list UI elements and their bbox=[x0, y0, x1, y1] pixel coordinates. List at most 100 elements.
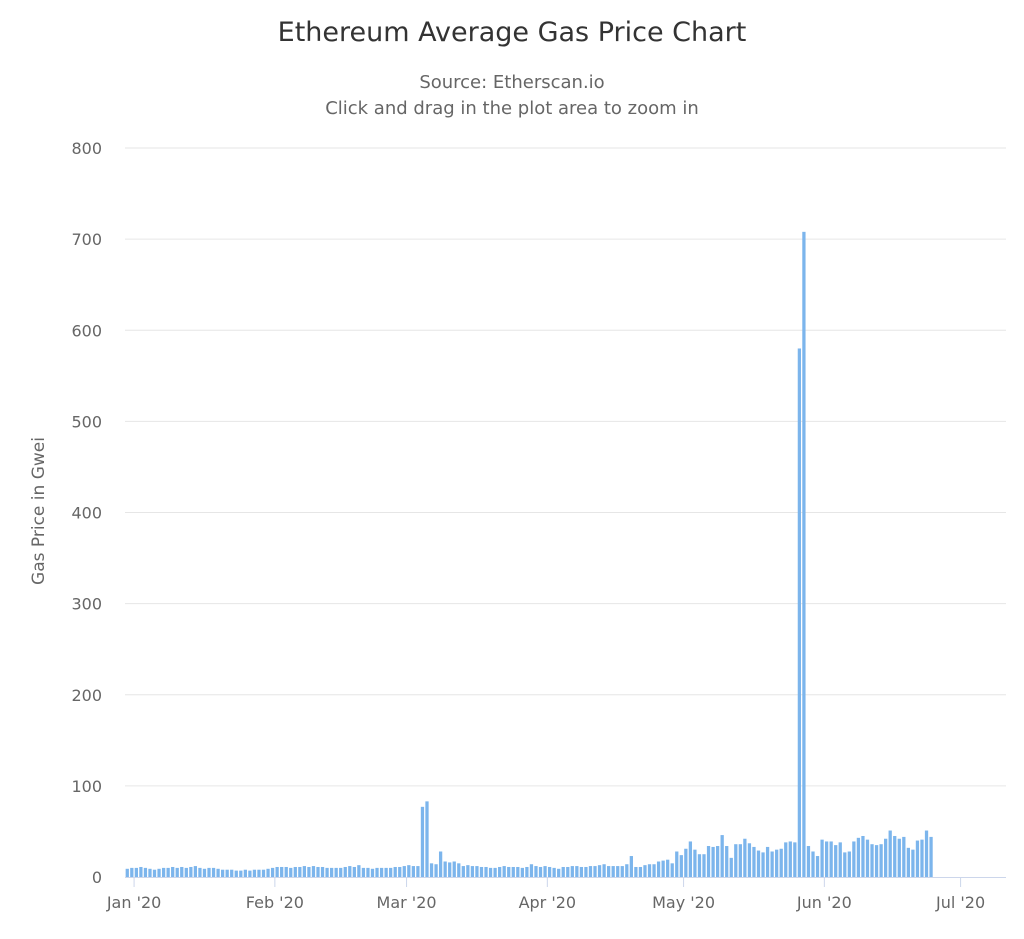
bar[interactable] bbox=[134, 867, 138, 877]
bar[interactable] bbox=[498, 866, 502, 877]
bar[interactable] bbox=[811, 851, 815, 877]
bar[interactable] bbox=[293, 866, 297, 877]
bar[interactable] bbox=[384, 867, 388, 877]
bar[interactable] bbox=[588, 866, 593, 877]
bar[interactable] bbox=[661, 860, 665, 877]
bar[interactable] bbox=[143, 867, 148, 877]
bar[interactable] bbox=[152, 869, 157, 877]
bar[interactable] bbox=[507, 866, 511, 877]
bar[interactable] bbox=[702, 854, 706, 877]
bar[interactable] bbox=[761, 852, 765, 877]
bar[interactable] bbox=[656, 861, 661, 877]
bar[interactable] bbox=[679, 855, 683, 877]
bar[interactable] bbox=[266, 868, 270, 877]
bar[interactable] bbox=[461, 866, 465, 877]
bar[interactable] bbox=[706, 846, 711, 877]
bar[interactable] bbox=[375, 867, 379, 877]
bar[interactable] bbox=[407, 865, 411, 877]
bar[interactable] bbox=[570, 866, 574, 877]
bar[interactable] bbox=[248, 870, 252, 877]
bar[interactable] bbox=[716, 846, 720, 877]
bar[interactable] bbox=[566, 866, 570, 877]
bar[interactable] bbox=[616, 866, 620, 877]
bar[interactable] bbox=[234, 870, 238, 877]
bar[interactable] bbox=[198, 867, 202, 877]
bar[interactable] bbox=[820, 839, 824, 877]
bar[interactable] bbox=[230, 869, 234, 877]
bar[interactable] bbox=[625, 864, 629, 877]
bar[interactable] bbox=[670, 863, 674, 877]
bar[interactable] bbox=[175, 867, 179, 877]
bar[interactable] bbox=[252, 869, 257, 877]
bar[interactable] bbox=[534, 866, 538, 877]
bar[interactable] bbox=[557, 868, 561, 877]
bar[interactable] bbox=[797, 348, 802, 878]
bar[interactable] bbox=[479, 866, 484, 877]
bar[interactable] bbox=[647, 864, 652, 877]
bar[interactable] bbox=[302, 866, 307, 877]
bar[interactable] bbox=[429, 863, 434, 877]
bar[interactable] bbox=[584, 866, 588, 877]
bar[interactable] bbox=[434, 864, 438, 877]
bar[interactable] bbox=[597, 865, 602, 877]
bar[interactable] bbox=[815, 856, 820, 877]
bar[interactable] bbox=[906, 847, 910, 877]
bar[interactable] bbox=[239, 870, 243, 877]
bar[interactable] bbox=[579, 866, 584, 877]
bar[interactable] bbox=[856, 837, 861, 877]
bar[interactable] bbox=[411, 866, 415, 877]
bar[interactable] bbox=[225, 869, 229, 877]
bar[interactable] bbox=[897, 838, 901, 877]
bar[interactable] bbox=[684, 848, 688, 877]
bar[interactable] bbox=[475, 866, 479, 877]
bar[interactable] bbox=[261, 869, 266, 877]
bar[interactable] bbox=[457, 863, 461, 877]
bar[interactable] bbox=[484, 866, 488, 877]
bar[interactable] bbox=[575, 866, 579, 877]
bar[interactable] bbox=[125, 868, 129, 877]
bar[interactable] bbox=[865, 839, 870, 877]
bar[interactable] bbox=[352, 866, 356, 877]
bar[interactable] bbox=[847, 851, 851, 877]
bar[interactable] bbox=[307, 866, 311, 877]
bar[interactable] bbox=[738, 844, 742, 877]
bar[interactable] bbox=[257, 869, 261, 877]
bar[interactable] bbox=[915, 840, 920, 877]
bar[interactable] bbox=[466, 865, 470, 877]
bar[interactable] bbox=[729, 857, 733, 877]
bar[interactable] bbox=[756, 850, 761, 877]
bar[interactable] bbox=[697, 854, 702, 877]
bar[interactable] bbox=[370, 868, 375, 877]
bar[interactable] bbox=[379, 867, 384, 877]
bar[interactable] bbox=[425, 801, 429, 877]
bar[interactable] bbox=[361, 867, 366, 877]
bar[interactable] bbox=[734, 844, 738, 877]
bar[interactable] bbox=[620, 866, 624, 877]
bar[interactable] bbox=[216, 868, 220, 877]
bar[interactable] bbox=[838, 842, 842, 877]
bar[interactable] bbox=[793, 842, 797, 877]
bar[interactable] bbox=[511, 866, 515, 877]
bar[interactable] bbox=[874, 845, 879, 877]
bar[interactable] bbox=[675, 851, 679, 877]
bar[interactable] bbox=[770, 851, 774, 877]
bar[interactable] bbox=[470, 866, 475, 877]
bar[interactable] bbox=[611, 866, 615, 877]
bar[interactable] bbox=[775, 849, 779, 877]
bar[interactable] bbox=[543, 866, 547, 877]
bar[interactable] bbox=[829, 841, 833, 877]
bar[interactable] bbox=[148, 868, 152, 877]
bar[interactable] bbox=[806, 846, 811, 877]
bar[interactable] bbox=[280, 866, 284, 877]
bar[interactable] bbox=[747, 843, 752, 877]
bar[interactable] bbox=[161, 867, 166, 877]
bar[interactable] bbox=[788, 841, 792, 877]
bar[interactable] bbox=[189, 866, 193, 877]
bar[interactable] bbox=[416, 866, 420, 877]
bar[interactable] bbox=[779, 848, 783, 877]
bar[interactable] bbox=[529, 864, 534, 877]
bar[interactable] bbox=[311, 866, 316, 877]
bar[interactable] bbox=[171, 866, 175, 877]
bar[interactable] bbox=[752, 846, 756, 877]
